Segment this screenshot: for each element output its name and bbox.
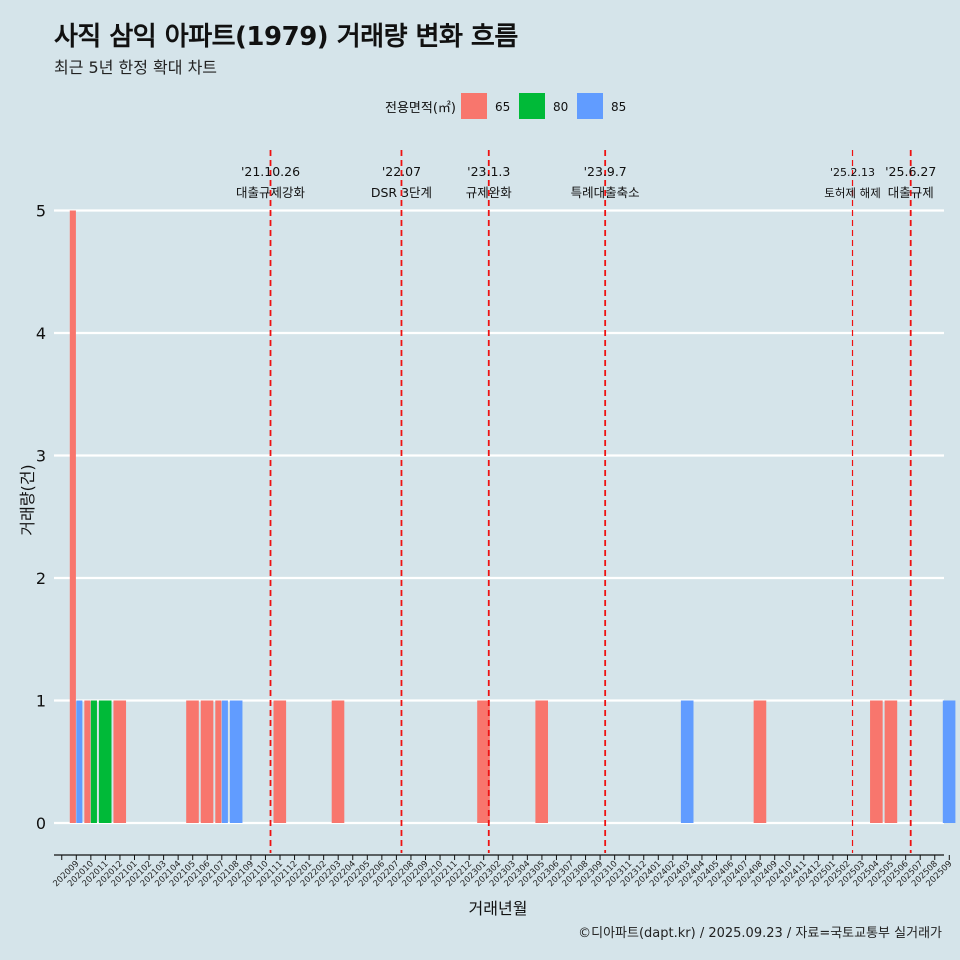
event-lines: '21.10.26 대출규제강화 '22.07 DSR 3단계 '23.1.3 규제완화 '… <box>236 150 936 853</box>
chart-subtitle: 최근 5년 한정 확대 차트 <box>54 58 218 77</box>
y-tick-label: 1 <box>36 692 46 711</box>
source-caption: ©디아파트(dapt.kr) / 2025.09.23 / 자료=국토교통부 실… <box>578 926 942 941</box>
event-label: 대출규제 <box>888 185 934 200</box>
y-tick-label: 4 <box>36 324 46 343</box>
bar-202010-65 <box>84 700 91 823</box>
x-axis-label: 거래년월 <box>469 899 528 918</box>
event-date: '23.1.3 <box>467 164 510 179</box>
event-date: '22.07 <box>382 164 421 179</box>
legend: 전용면적(㎡) 65 80 85 <box>385 93 626 119</box>
legend-swatch-65 <box>461 93 487 119</box>
event-date: '25.6.27 <box>885 164 936 179</box>
gridlines <box>54 209 944 825</box>
event-date: '21.10.26 <box>241 164 300 179</box>
bar-202108-85 <box>229 700 243 823</box>
y-tick-label: 2 <box>36 569 46 588</box>
bar-202009-65 <box>69 210 76 823</box>
bar-202107-65 <box>215 700 222 823</box>
bar-202012-65 <box>113 700 127 823</box>
x-axis: 2020092020102020112020122021012021022021… <box>51 854 954 889</box>
bar-202107-85 <box>221 700 228 823</box>
y-axis: 0 1 2 3 4 5 <box>36 202 46 834</box>
legend-label-65: 65 <box>495 100 510 114</box>
bar-202509-85 <box>942 700 956 823</box>
event-label: 규제완화 <box>466 185 513 200</box>
event-label: 대출규제강화 <box>236 185 306 200</box>
y-tick-label: 0 <box>36 814 46 833</box>
event-label: 토허제 해제 <box>824 186 881 200</box>
bar-202203-65 <box>331 700 345 823</box>
legend-label-85: 85 <box>611 100 626 114</box>
legend-title: 전용면적(㎡) <box>385 101 456 116</box>
bar-202111-65 <box>273 700 287 823</box>
bar-202010-80 <box>90 700 97 823</box>
bar-202408-65 <box>753 700 767 823</box>
bar-202009-85 <box>76 700 83 823</box>
event-date: '25.2.13 <box>830 166 875 179</box>
y-tick-label: 5 <box>36 202 46 221</box>
bar-202403-85 <box>680 700 694 823</box>
event-label: DSR 3단계 <box>371 185 432 200</box>
chart-title: 사직 삼익 아파트(1979) 거래량 변화 흐름 <box>54 22 518 52</box>
bar-202305-65 <box>535 700 548 823</box>
legend-label-80: 80 <box>553 100 568 114</box>
event-date: '23.9.7 <box>584 164 627 179</box>
bars <box>69 210 956 823</box>
bar-202505-65 <box>884 700 898 823</box>
y-tick-label: 3 <box>36 447 46 466</box>
bar-202504-65 <box>870 700 883 823</box>
legend-swatch-85 <box>577 93 603 119</box>
bar-202106-65 <box>200 700 214 823</box>
bar-202105-65 <box>186 700 199 823</box>
event-label: 특례대출축소 <box>571 185 640 200</box>
y-axis-label: 거래량(건) <box>18 464 37 535</box>
legend-swatch-80 <box>519 93 545 119</box>
bar-202301-65 <box>477 700 490 823</box>
bar-202011-80 <box>98 700 112 823</box>
